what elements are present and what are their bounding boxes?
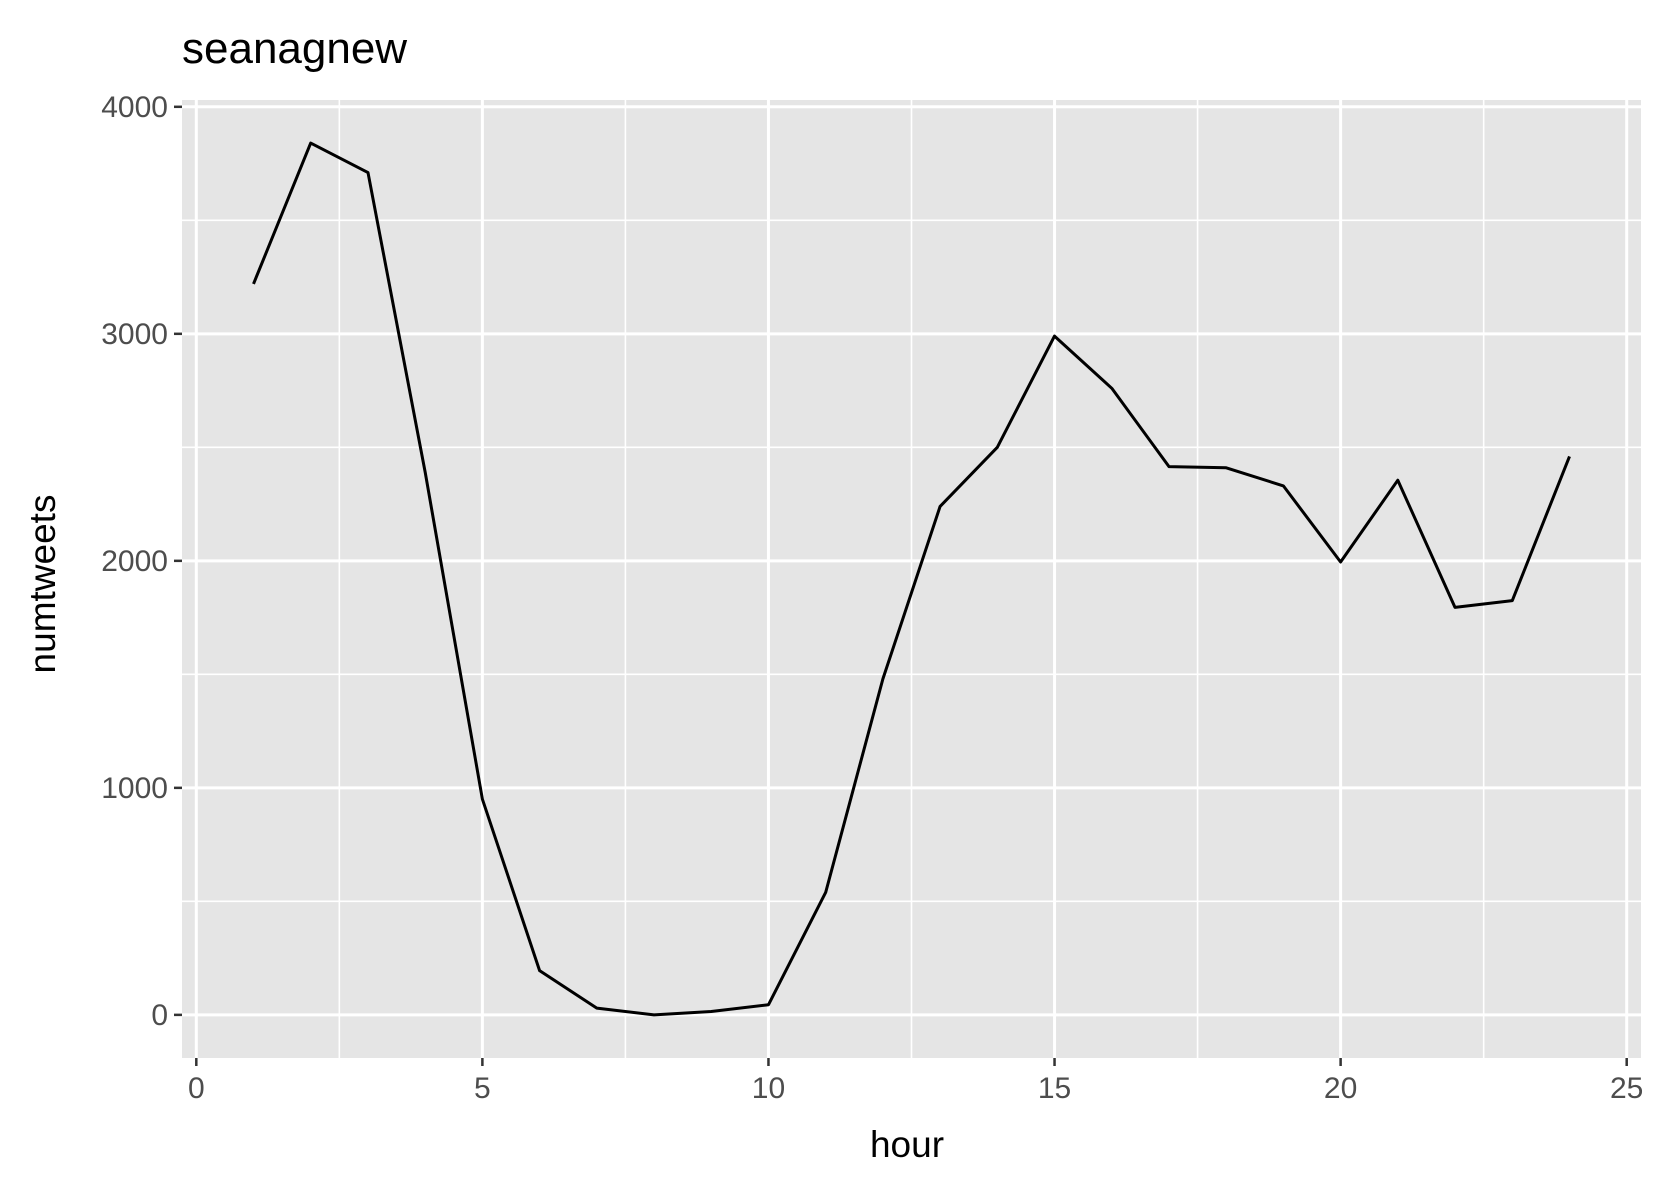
- data-point: [709, 1009, 713, 1013]
- data-point: [1567, 454, 1571, 458]
- data-point: [1510, 599, 1514, 603]
- data-point: [938, 504, 942, 508]
- y-tick-label: 0: [151, 999, 168, 1032]
- data-point: [480, 797, 484, 801]
- x-tick-label: 10: [752, 1072, 785, 1105]
- x-tick-label: 15: [1038, 1072, 1071, 1105]
- data-point: [1167, 465, 1171, 469]
- data-point: [1396, 478, 1400, 482]
- data-point: [881, 677, 885, 681]
- x-axis-title: hour: [870, 1124, 944, 1165]
- data-point: [423, 470, 427, 474]
- y-tick-label: 2000: [101, 545, 168, 578]
- y-tick-label: 4000: [101, 91, 168, 124]
- x-axis: 0 5 10 15 20 25: [188, 1058, 1643, 1105]
- data-point: [252, 282, 256, 286]
- data-point: [1281, 484, 1285, 488]
- x-tick-label: 25: [1610, 1072, 1643, 1105]
- data-point: [309, 141, 313, 145]
- data-point: [1453, 605, 1457, 609]
- grid-minor: [182, 100, 1641, 1058]
- data-point: [1110, 386, 1114, 390]
- data-point: [1339, 560, 1343, 564]
- grid-major: [182, 100, 1641, 1058]
- y-axis: 0 1000 2000 3000 4000: [101, 91, 182, 1032]
- data-point: [766, 1003, 770, 1007]
- x-tick-label: 5: [474, 1072, 491, 1105]
- y-axis-title: numtweets: [22, 495, 63, 674]
- y-tick-label: 1000: [101, 772, 168, 805]
- data-point: [595, 1006, 599, 1010]
- data-point: [652, 1013, 656, 1017]
- data-point: [1053, 334, 1057, 338]
- data-point: [366, 171, 370, 175]
- chart-title: seanagnew: [182, 24, 407, 73]
- y-tick-label: 3000: [101, 318, 168, 351]
- data-point: [538, 969, 542, 973]
- series-line: [252, 141, 1571, 1017]
- x-tick-label: 20: [1324, 1072, 1357, 1105]
- data-point: [824, 890, 828, 894]
- data-point: [995, 445, 999, 449]
- data-point: [1224, 466, 1228, 470]
- x-tick-label: 0: [188, 1072, 205, 1105]
